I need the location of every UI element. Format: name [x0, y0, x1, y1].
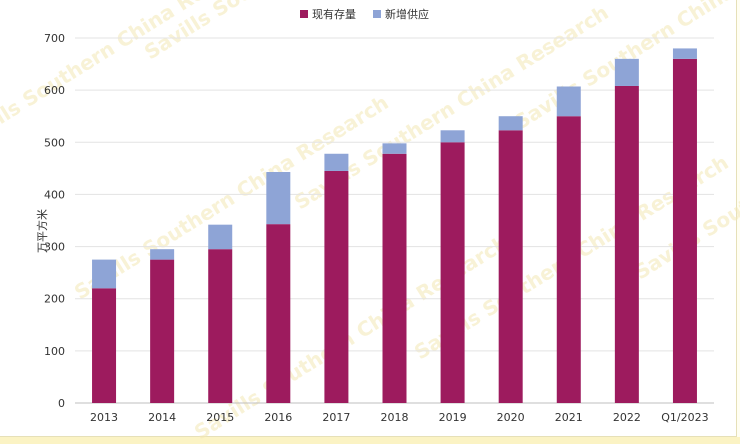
- y-tick-label: 100: [44, 345, 65, 358]
- x-tick-label: 2020: [497, 411, 525, 424]
- bar-existing-stock[interactable]: [382, 153, 407, 403]
- y-tick-label: 500: [44, 136, 65, 149]
- watermark-text: Savills Southern China Research: [0, 0, 273, 154]
- x-tick-label: 2013: [90, 411, 118, 424]
- bar-existing-stock[interactable]: [324, 170, 349, 403]
- y-tick-label: 200: [44, 293, 65, 306]
- bar-new-supply[interactable]: [556, 86, 581, 117]
- legend-label-new-supply: 新增供应: [385, 7, 429, 21]
- bar-new-supply[interactable]: [672, 48, 697, 59]
- bar-new-supply[interactable]: [208, 224, 233, 250]
- bar-new-supply[interactable]: [92, 259, 117, 289]
- bar-existing-stock[interactable]: [208, 249, 233, 403]
- x-tick-label: 2022: [613, 411, 641, 424]
- bar-existing-stock[interactable]: [556, 116, 581, 403]
- x-tick-label: 2017: [322, 411, 350, 424]
- y-tick-label: 400: [44, 188, 65, 201]
- x-tick-label: 2018: [381, 411, 409, 424]
- bar-new-supply[interactable]: [498, 116, 523, 131]
- bottom-strip: [0, 437, 740, 444]
- bar-new-supply[interactable]: [440, 130, 465, 143]
- x-tick-label: Q1/2023: [661, 411, 708, 424]
- y-tick-label: 300: [44, 241, 65, 254]
- bar-existing-stock[interactable]: [150, 259, 175, 403]
- legend-swatch-existing-stock: [300, 10, 308, 18]
- bar-new-supply[interactable]: [382, 143, 407, 154]
- legend-swatch-new-supply: [373, 10, 381, 18]
- bar-existing-stock[interactable]: [266, 224, 291, 403]
- x-tick-label: 2016: [264, 411, 292, 424]
- y-tick-label: 0: [58, 397, 65, 410]
- x-tick-label: 2014: [148, 411, 176, 424]
- x-tick-label: 2021: [555, 411, 583, 424]
- bar-existing-stock[interactable]: [614, 85, 639, 403]
- x-tick-labels: 2013 2014 2015 2016 2017 2018 2019 2020 2021 2022…: [90, 411, 709, 424]
- bar-new-supply[interactable]: [614, 58, 639, 86]
- bar-existing-stock[interactable]: [92, 288, 117, 403]
- x-tick-label: 2019: [439, 411, 467, 424]
- legend-label-existing-stock: 现有存量: [312, 7, 356, 21]
- bar-new-supply[interactable]: [324, 153, 349, 171]
- bar-new-supply[interactable]: [150, 249, 175, 260]
- y-tick-label: 600: [44, 84, 65, 97]
- bar-existing-stock[interactable]: [672, 58, 697, 403]
- bars: [92, 48, 697, 404]
- bar-existing-stock[interactable]: [498, 130, 523, 404]
- y-axis-label: 万平方米: [35, 209, 49, 253]
- y-tick-labels: 0 100 200 300 400 500 600 700: [44, 32, 65, 410]
- bar-new-supply[interactable]: [266, 172, 291, 225]
- bar-existing-stock[interactable]: [440, 142, 465, 404]
- legend[interactable]: 现有存量 新增供应: [300, 7, 429, 21]
- y-tick-label: 700: [44, 32, 65, 45]
- x-tick-label: 2015: [206, 411, 234, 424]
